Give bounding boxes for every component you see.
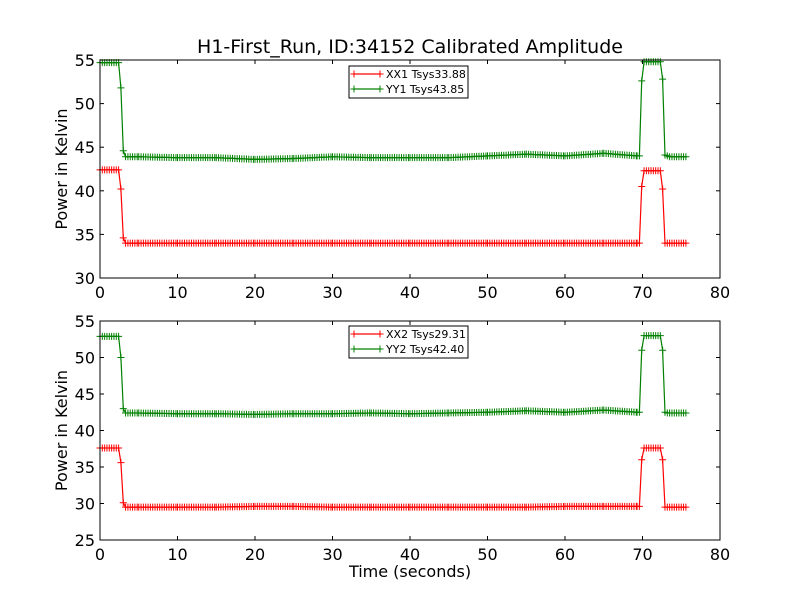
data-point (638, 77, 646, 85)
y-tick-label: 45 (75, 385, 95, 404)
x-tick-label: 70 (632, 545, 652, 564)
data-point (682, 409, 690, 417)
data-point (638, 182, 646, 190)
y-tick-label: 50 (75, 95, 95, 114)
data-point (659, 75, 667, 83)
data-point (115, 166, 123, 174)
data-point (115, 444, 123, 452)
y-tick-label: 55 (75, 51, 95, 70)
data-point (682, 503, 690, 511)
legend: XX1 Tsys33.88 YY1 Tsys43.85 (348, 65, 469, 99)
data-point (119, 147, 127, 155)
y-tick-label: 45 (75, 138, 95, 157)
series-line (100, 169, 686, 244)
x-tick-label: 60 (555, 545, 575, 564)
x-axis-label: Time (seconds) (348, 562, 471, 581)
legend: XX2 Tsys29.31 YY2 Tsys42.40 (348, 325, 469, 359)
series-markers (96, 166, 690, 247)
y-tick-label: 55 (75, 312, 95, 331)
legend-label: YY1 Tsys43.85 (385, 83, 464, 96)
y-tick-label: 50 (75, 349, 95, 368)
x-tick-label: 0 (95, 283, 105, 302)
x-tick-label: 20 (245, 283, 265, 302)
y-tick-label: 40 (75, 422, 95, 441)
data-point (635, 152, 643, 160)
data-point (638, 456, 646, 464)
y-tick-label: 30 (75, 269, 95, 288)
x-tick-label: 70 (632, 283, 652, 302)
top-panel: 0 10 20 30 40 50 60 70 80 30 35 40 45 50 55 H1-First_Ru… (52, 36, 730, 302)
legend-label: YY2 Tsys42.40 (385, 343, 464, 356)
x-tick-label: 10 (167, 545, 187, 564)
data-point (682, 153, 690, 161)
data-point (656, 332, 664, 340)
data-point (119, 405, 127, 413)
x-tick-label: 30 (322, 545, 342, 564)
data-point (656, 167, 664, 175)
data-point (659, 185, 667, 193)
data-point (117, 354, 125, 361)
series-1 (96, 444, 690, 511)
x-tick-label: 10 (167, 283, 187, 302)
x-tick-label: 80 (710, 545, 730, 564)
x-tick-label: 60 (555, 283, 575, 302)
data-point (656, 444, 664, 452)
x-tick-label: 50 (477, 283, 497, 302)
x-tick-label: 50 (477, 545, 497, 564)
series-2 (96, 58, 690, 163)
legend-marker (350, 70, 358, 78)
legend-marker (376, 345, 384, 353)
data-point (638, 346, 646, 354)
x-tick-label: 40 (400, 545, 420, 564)
y-tick-label: 40 (75, 182, 95, 201)
series-line (100, 447, 686, 508)
legend-marker (350, 345, 358, 353)
legend-box (348, 65, 469, 99)
legend-marker (376, 330, 384, 338)
data-point (117, 185, 125, 193)
series-markers (96, 332, 690, 418)
data-point (119, 499, 127, 507)
x-tick-label: 80 (710, 283, 730, 302)
data-point (659, 346, 667, 354)
data-point (656, 58, 664, 66)
data-point (635, 408, 643, 416)
series-markers (96, 444, 690, 511)
x-tick-label: 20 (245, 545, 265, 564)
y-tick-label: 35 (75, 458, 95, 477)
series-2 (96, 332, 690, 418)
legend-box (348, 325, 469, 359)
y-tick-label: 35 (75, 225, 95, 244)
data-point (119, 234, 127, 242)
x-tick-label: 0 (95, 545, 105, 564)
data-point (117, 459, 125, 467)
data-point (115, 332, 123, 340)
y-axis-label: Power in Kelvin (52, 108, 71, 229)
data-point (659, 456, 667, 464)
legend-label: XX2 Tsys29.31 (386, 328, 466, 341)
bottom-panel: 0 10 20 30 40 50 60 70 80 25 30 35 40 45 50 55 Power in … (52, 312, 730, 581)
legend-marker (350, 330, 358, 338)
data-point (117, 84, 125, 92)
y-tick-label: 25 (75, 531, 95, 550)
data-point (682, 239, 690, 247)
data-point (635, 502, 643, 510)
x-tick-label: 40 (400, 283, 420, 302)
y-tick-label: 30 (75, 495, 95, 514)
chart-title: H1-First_Run, ID:34152 Calibrated Amplit… (197, 36, 623, 58)
legend-marker (376, 70, 384, 78)
y-axis-label: Power in Kelvin (52, 370, 71, 491)
legend-label: XX1 Tsys33.88 (386, 68, 466, 81)
legend-marker (350, 85, 358, 93)
data-point (635, 239, 643, 247)
x-tick-label: 30 (322, 283, 342, 302)
legend-marker (376, 85, 384, 93)
series-1 (96, 166, 690, 247)
series-markers (96, 58, 690, 163)
